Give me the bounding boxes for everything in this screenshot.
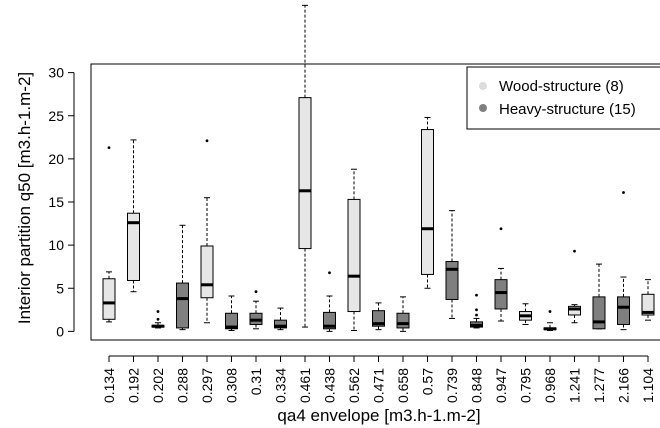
y-axis-title: Interior partition q50 [m3.h-1.m-2]: [15, 72, 34, 324]
box-heavy: [372, 302, 385, 331]
y-tick-label: 10: [48, 237, 64, 253]
y-tick-label: 0: [56, 323, 64, 339]
box-iqr: [176, 282, 189, 329]
y-tick-label: 20: [48, 151, 64, 167]
boxes-layer: [102, 4, 655, 332]
x-tick-label: 0.334: [273, 368, 289, 403]
x-tick-label: 0.562: [346, 368, 362, 403]
box-heavy: [323, 271, 336, 332]
box-wood: [200, 139, 214, 324]
y-tick-label: 5: [56, 280, 64, 296]
x-tick-label: 0.202: [150, 368, 166, 403]
box-iqr: [200, 245, 214, 299]
outlier-point: [107, 146, 111, 150]
box-wood: [298, 4, 312, 328]
box-iqr: [396, 312, 410, 329]
box-wood: [127, 139, 140, 293]
box-iqr: [127, 212, 140, 281]
y-tick-label: 30: [48, 65, 64, 81]
x-tick-label: 1.277: [591, 368, 607, 403]
outlier-point: [156, 310, 160, 313]
outlier-point: [475, 293, 478, 297]
box-iqr: [421, 129, 434, 275]
box-iqr: [274, 319, 287, 329]
box-iqr: [323, 311, 336, 330]
x-tick-label: 0.288: [175, 368, 191, 403]
outlier-point: [205, 139, 209, 143]
x-tick-label: 2.166: [616, 368, 632, 403]
x-tick-label: 0.461: [297, 368, 313, 403]
legend-box: [466, 66, 660, 130]
box-heavy: [274, 307, 287, 331]
outlier-point: [254, 290, 258, 294]
x-tick-label: 0.968: [542, 368, 558, 403]
outlier-point: [156, 317, 160, 321]
box-heavy: [445, 210, 459, 319]
x-tick-label: 0.795: [518, 368, 534, 403]
box-iqr: [592, 296, 606, 330]
x-tick-label: 0.134: [101, 368, 117, 403]
box-heavy: [151, 310, 165, 329]
y-axis: 0 5 10 15 20 25 30: [48, 65, 75, 339]
box-heavy: [543, 310, 557, 332]
plot-frame-layer: [90, 63, 660, 341]
box-iqr: [102, 278, 116, 320]
box-heavy: [225, 295, 238, 332]
box-heavy: [592, 263, 606, 330]
box-heavy: [494, 227, 508, 322]
box-iqr: [298, 97, 312, 250]
box-iqr: [641, 293, 655, 316]
box-iqr: [568, 305, 581, 316]
x-tick-label: 0.297: [199, 368, 215, 403]
x-axis: 0.134 0.192 0.202 0.288 0.297 0.308 0.31 0.334 0…: [101, 355, 656, 403]
box-iqr: [617, 296, 630, 325]
outlier-point: [499, 227, 503, 231]
x-tick-label: 0.308: [224, 368, 240, 403]
x-tick-label: 0.471: [371, 368, 387, 403]
outlier-point: [475, 308, 478, 312]
x-tick-label: 0.31: [248, 368, 264, 395]
box-heavy: [249, 290, 263, 330]
legend: Wood-structure (8) Heavy-structure (15): [466, 66, 660, 130]
legend-marker-heavy: [479, 104, 487, 112]
box-wood: [641, 279, 655, 321]
box-wood: [421, 116, 434, 289]
box-heavy: [470, 293, 483, 329]
box-iqr: [445, 261, 459, 300]
outlier-point: [573, 249, 576, 253]
x-tick-label: 0.192: [126, 368, 142, 403]
box-wood: [519, 303, 532, 325]
y-tick-label: 15: [48, 194, 64, 210]
box-wood: [347, 168, 361, 332]
box-iqr: [225, 312, 238, 330]
x-tick-label: 0.947: [493, 368, 509, 403]
x-tick-label: 0.739: [444, 368, 460, 403]
box-heavy: [617, 191, 630, 331]
legend-label-heavy: Heavy-structure (15): [499, 101, 636, 118]
x-tick-label: 0.848: [469, 368, 485, 403]
box-wood: [568, 249, 581, 324]
y-tick-label: 25: [48, 108, 64, 124]
outlier-point: [548, 310, 552, 313]
outlier-point: [328, 271, 331, 275]
box-wood: [102, 146, 116, 323]
plot-area-frame: [90, 63, 660, 341]
x-tick-label: 0.438: [322, 368, 338, 403]
box-heavy: [176, 224, 189, 331]
legend-label-wood: Wood-structure (8): [499, 78, 624, 95]
outlier-point: [622, 191, 625, 194]
x-tick-label: 0.658: [395, 368, 411, 403]
box-iqr: [494, 279, 508, 310]
outlier-point: [475, 313, 478, 317]
x-axis-title: qa4 envelope [m3.h-1.m-2]: [277, 406, 480, 425]
x-tick-label: 1.104: [640, 368, 656, 403]
legend-marker-wood: [479, 82, 487, 90]
box-iqr: [347, 198, 361, 313]
x-tick-label: 0.57: [420, 368, 436, 395]
x-tick-label: 1.241: [567, 368, 583, 403]
box-heavy: [396, 296, 410, 332]
